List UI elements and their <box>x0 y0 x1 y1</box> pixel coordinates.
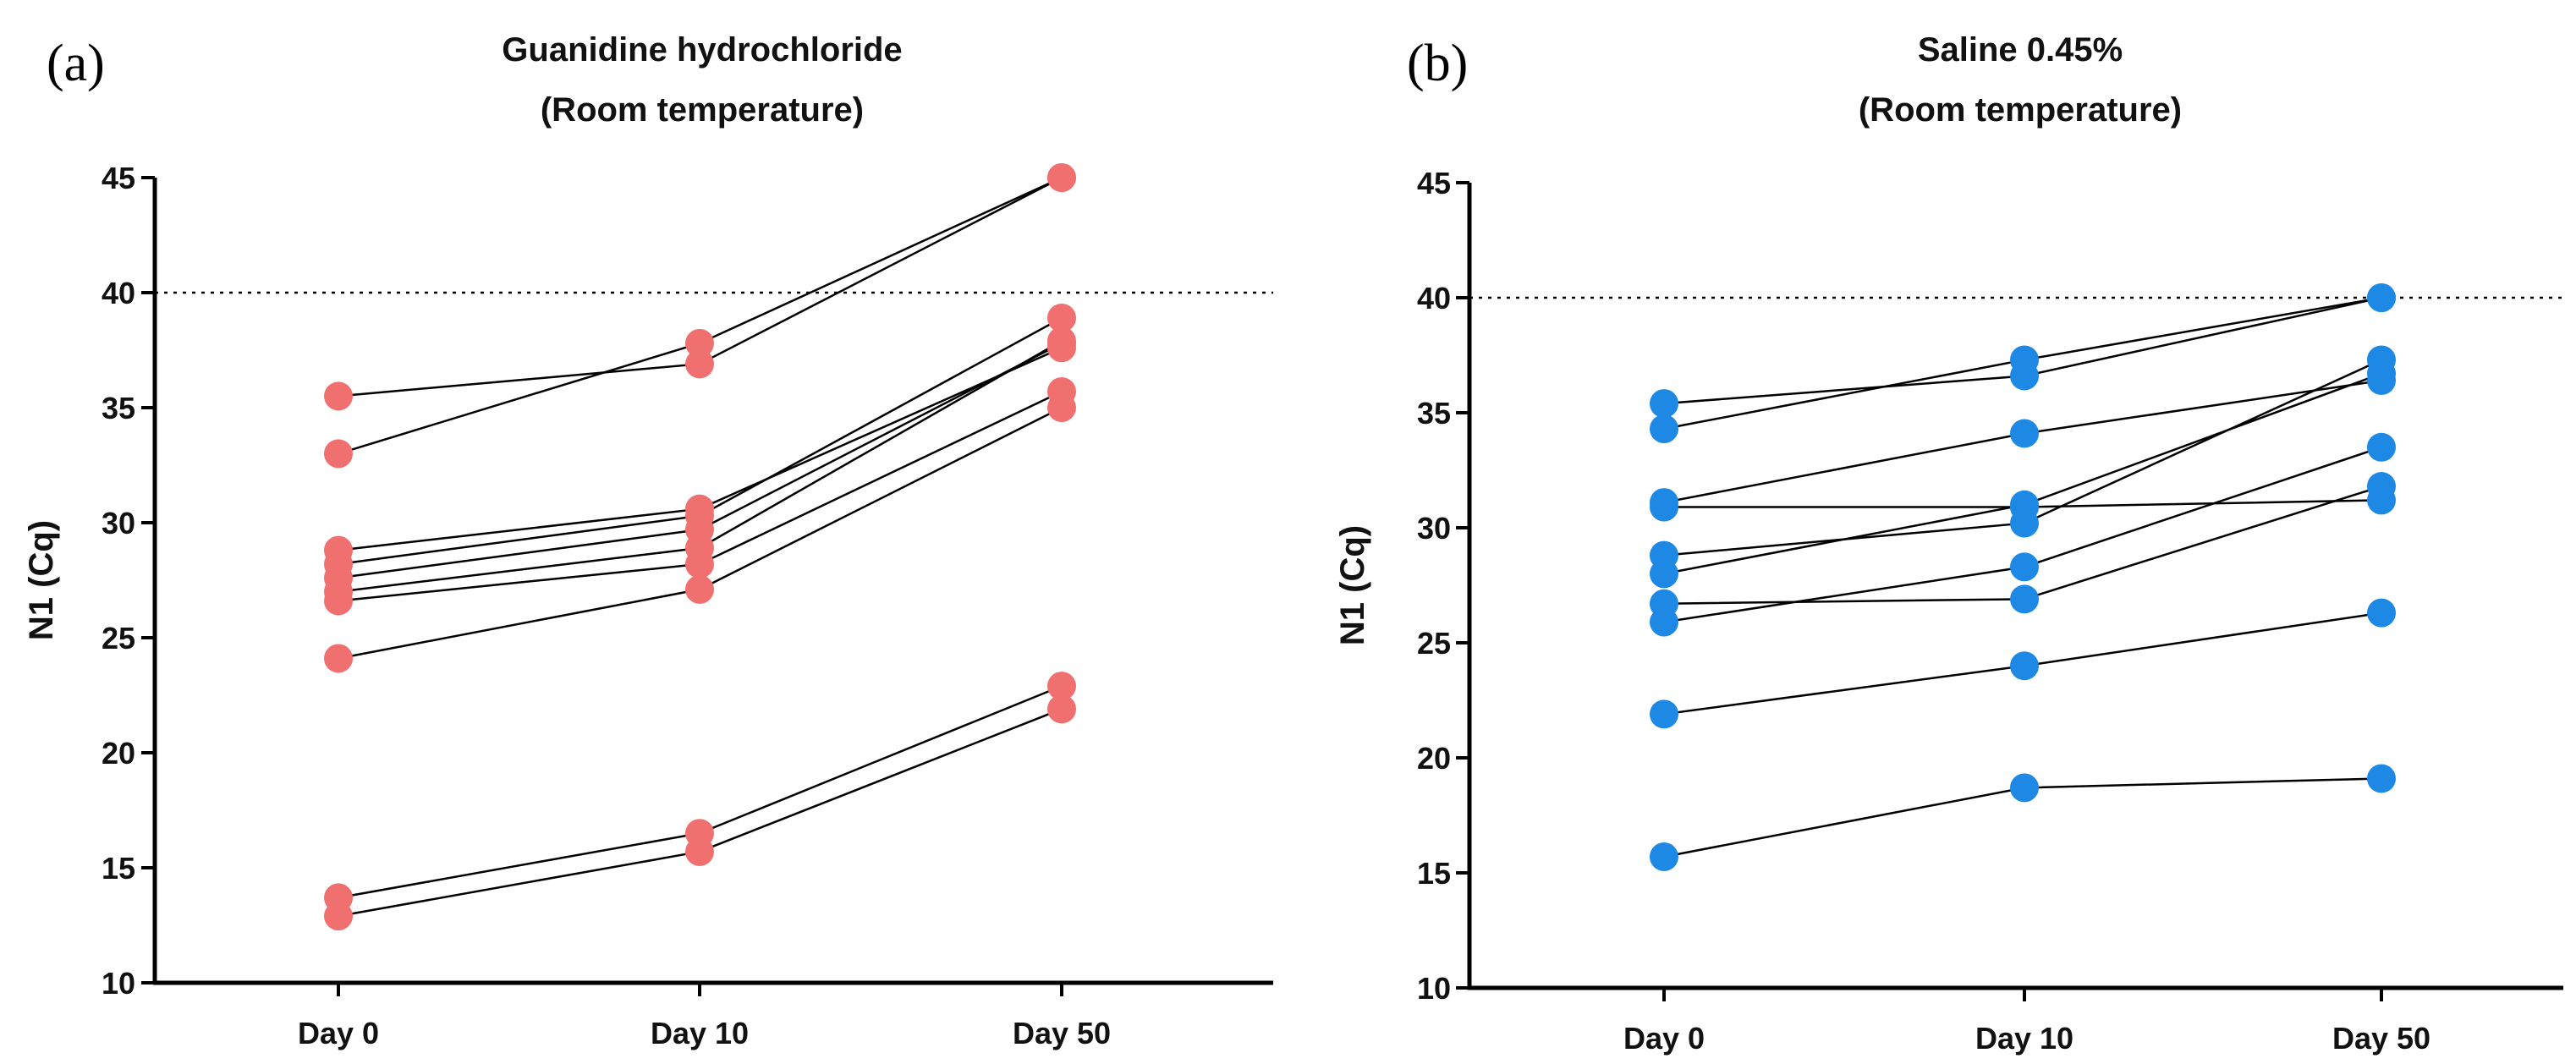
y-axis-label: N1 (Cq) <box>23 520 60 640</box>
panel-label: (a) <box>47 35 105 92</box>
data-point-sample-6-2 <box>1047 326 1076 356</box>
y-tick-label: 10 <box>1417 971 1451 1006</box>
chart-title-line-2: (Room temperature) <box>541 91 864 129</box>
data-point-sample-2-2 <box>2367 283 2396 312</box>
y-tick-label: 20 <box>1417 741 1451 776</box>
y-tick-label: 15 <box>102 851 135 886</box>
panel-a-guanidine-chart: (a) Guanidine hydrochloride (Room temperat… <box>23 31 1273 1050</box>
data-point-sample-8-0 <box>1650 607 1678 637</box>
data-point-sample-1-1 <box>685 349 714 379</box>
y-tick-label: 25 <box>102 621 135 655</box>
x-tick-label: Day 50 <box>1013 1016 1111 1050</box>
x-tick-label: Day 0 <box>1623 1021 1705 1056</box>
data-point-sample-6-2 <box>2367 359 2396 388</box>
y-axis-label: N1 (Cq) <box>1334 525 1371 645</box>
x-tick-label: Day 50 <box>2332 1021 2430 1056</box>
chart-title-line-2: (Room temperature) <box>1859 91 2182 129</box>
data-point-sample-10-2 <box>2367 764 2396 793</box>
data-point-sample-8-2 <box>2367 432 2396 462</box>
data-point-sample-7-0 <box>324 586 353 616</box>
data-point-sample-10-0 <box>1650 842 1678 871</box>
data-point-sample-3-1 <box>2010 419 2039 448</box>
y-tick-label: 10 <box>102 966 135 1001</box>
data-point-sample-8-0 <box>324 644 353 673</box>
y-tick-label: 20 <box>102 736 135 771</box>
chart-title-line-1: Saline 0.45% <box>1918 31 2123 69</box>
data-point-sample-9-2 <box>1047 672 1076 701</box>
data-point-sample-7-1 <box>685 549 714 579</box>
x-tick-label: Day 0 <box>298 1016 379 1050</box>
y-tick-label: 30 <box>1417 511 1451 546</box>
data-point-sample-10-0 <box>324 902 353 931</box>
series-line-sample-6 <box>1663 372 2382 575</box>
y-tick-label: 35 <box>102 391 135 425</box>
data-point-sample-7-2 <box>2367 472 2396 502</box>
panel-b-saline-chart: (b) Saline 0.45% (Room temperature) N1 (Cq)… <box>1334 31 2563 1056</box>
y-tick-label: 30 <box>102 506 135 540</box>
panel-label: (b) <box>1407 35 1468 92</box>
data-point-sample-8-1 <box>685 574 714 604</box>
data-point-sample-10-1 <box>2010 773 2039 803</box>
data-point-sample-7-1 <box>2010 584 2039 614</box>
data-point-sample-4-2 <box>1047 303 1076 332</box>
data-point-sample-1-0 <box>1650 389 1678 419</box>
data-point-sample-9-2 <box>2367 598 2396 628</box>
data-point-sample-2-2 <box>1047 163 1076 192</box>
y-tick-label: 40 <box>1417 281 1451 315</box>
series-line-sample-2 <box>338 176 1063 455</box>
data-point-sample-10-2 <box>1047 694 1076 724</box>
data-point-sample-2-1 <box>2010 345 2039 375</box>
data-point-sample-9-1 <box>2010 651 2039 681</box>
data-point-sample-1-0 <box>324 381 353 411</box>
series-line-sample-10 <box>338 708 1063 918</box>
data-point-sample-2-0 <box>324 439 353 469</box>
y-tick-label: 35 <box>1417 396 1451 431</box>
x-tick-label: Day 10 <box>1975 1021 2073 1056</box>
data-point-sample-6-0 <box>1650 559 1678 589</box>
data-point-sample-2-0 <box>1650 414 1678 444</box>
chart-title-line-1: Guanidine hydrochloride <box>502 31 902 69</box>
data-point-sample-8-2 <box>1047 393 1076 422</box>
x-tick-label: Day 10 <box>651 1016 749 1050</box>
data-point-sample-8-1 <box>2010 552 2039 582</box>
data-point-sample-2-1 <box>685 328 714 358</box>
data-point-sample-9-0 <box>1650 699 1678 729</box>
data-point-sample-4-0 <box>1650 492 1678 522</box>
y-tick-label: 15 <box>1417 856 1451 891</box>
y-tick-label: 45 <box>102 161 135 195</box>
y-tick-label: 25 <box>1417 626 1451 661</box>
data-point-sample-10-1 <box>685 836 714 866</box>
y-tick-label: 45 <box>1417 166 1451 200</box>
y-tick-label: 40 <box>102 276 135 310</box>
data-point-sample-6-1 <box>2010 490 2039 519</box>
